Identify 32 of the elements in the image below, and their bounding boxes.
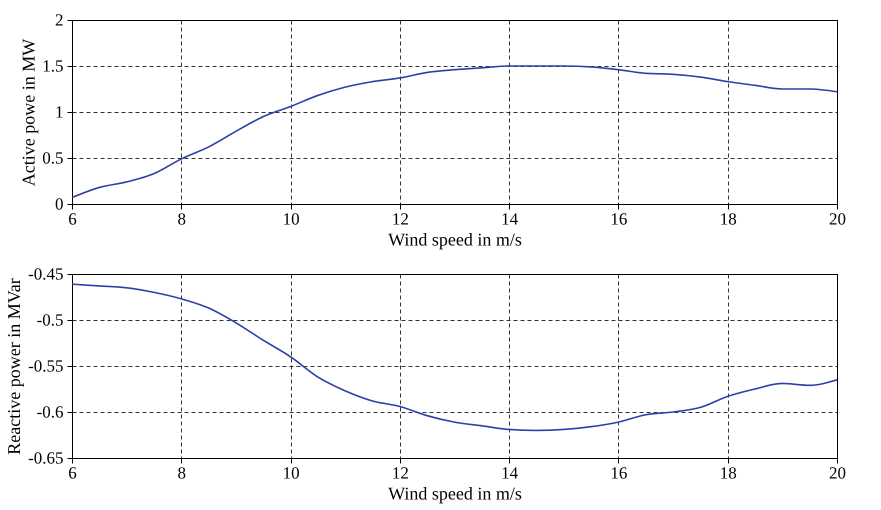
y-tick-label: -0.6 xyxy=(36,402,64,422)
y-axis-title: Active powe in MW xyxy=(18,38,38,186)
x-tick-label: 14 xyxy=(501,210,519,228)
y-tick-label: 0.5 xyxy=(42,148,64,168)
y-axis-title: Reactive power in MVar xyxy=(4,278,24,455)
x-tick-label: 12 xyxy=(392,464,409,482)
x-tick-label: 10 xyxy=(282,210,300,228)
x-tick-label: 16 xyxy=(610,464,628,482)
y-tick-label: -0.45 xyxy=(28,264,64,284)
x-tick-label: 14 xyxy=(501,464,519,482)
y-tick-label: 1.5 xyxy=(42,56,64,76)
y-tick-label: -0.5 xyxy=(36,310,64,330)
x-tick-label: 8 xyxy=(178,464,186,482)
x-axis-title: Wind speed in m/s xyxy=(388,230,522,250)
x-tick-label: 20 xyxy=(829,464,846,482)
x-tick-label: 6 xyxy=(68,210,77,228)
x-tick-label: 12 xyxy=(392,210,409,228)
x-tick-label: 18 xyxy=(720,464,737,482)
x-tick-label: 18 xyxy=(720,210,737,228)
y-tick-label: -0.55 xyxy=(28,356,64,376)
x-tick-label: 6 xyxy=(68,464,77,482)
x-tick-label: 20 xyxy=(829,210,846,228)
line-series xyxy=(72,65,837,198)
x-tick-label: 10 xyxy=(282,464,300,482)
x-tick-label: 8 xyxy=(178,210,186,228)
x-axis-title: Wind speed in m/s xyxy=(388,484,522,504)
line-series xyxy=(72,283,837,432)
y-tick-label: 2 xyxy=(55,10,64,30)
y-tick-label: 1 xyxy=(55,102,64,122)
x-tick-label: 16 xyxy=(610,210,628,228)
y-tick-label: -0.65 xyxy=(28,448,64,468)
y-tick-label: 0 xyxy=(55,194,64,214)
